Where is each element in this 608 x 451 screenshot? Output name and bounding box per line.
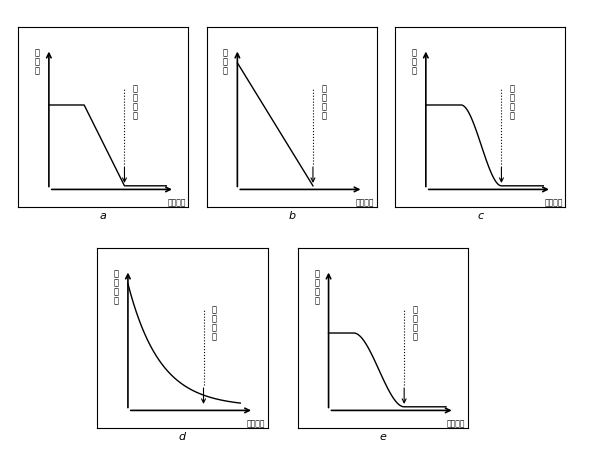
Text: a: a bbox=[100, 211, 107, 221]
Text: 转矩命令: 转矩命令 bbox=[544, 198, 563, 207]
Text: 额
定
转
矩: 额 定 转 矩 bbox=[133, 84, 138, 120]
Text: 额
定
转
矩: 额 定 转 矩 bbox=[510, 84, 515, 120]
Text: 转矩命令: 转矩命令 bbox=[447, 419, 466, 428]
Text: c: c bbox=[477, 211, 483, 221]
Text: 额
定
转
矩: 额 定 转 矩 bbox=[322, 84, 326, 120]
Text: 转矩命令: 转矩命令 bbox=[356, 198, 375, 207]
Text: 桨
距
角: 桨 距 角 bbox=[412, 49, 416, 76]
Text: d: d bbox=[179, 432, 186, 442]
Text: 转矩命令: 转矩命令 bbox=[167, 198, 186, 207]
Text: 桨
距
速
度: 桨 距 速 度 bbox=[314, 270, 319, 306]
Text: 桨
距
角: 桨 距 角 bbox=[223, 49, 228, 76]
Text: 桨
距
角: 桨 距 角 bbox=[35, 49, 40, 76]
Text: 额
定
转
矩: 额 定 转 矩 bbox=[413, 305, 418, 341]
Text: e: e bbox=[379, 432, 387, 442]
Text: 桨
距
偏
差: 桨 距 偏 差 bbox=[114, 270, 119, 306]
Text: 额
定
转
矩: 额 定 转 矩 bbox=[212, 305, 217, 341]
Text: b: b bbox=[288, 211, 295, 221]
Text: 转矩命令: 转矩命令 bbox=[246, 419, 265, 428]
